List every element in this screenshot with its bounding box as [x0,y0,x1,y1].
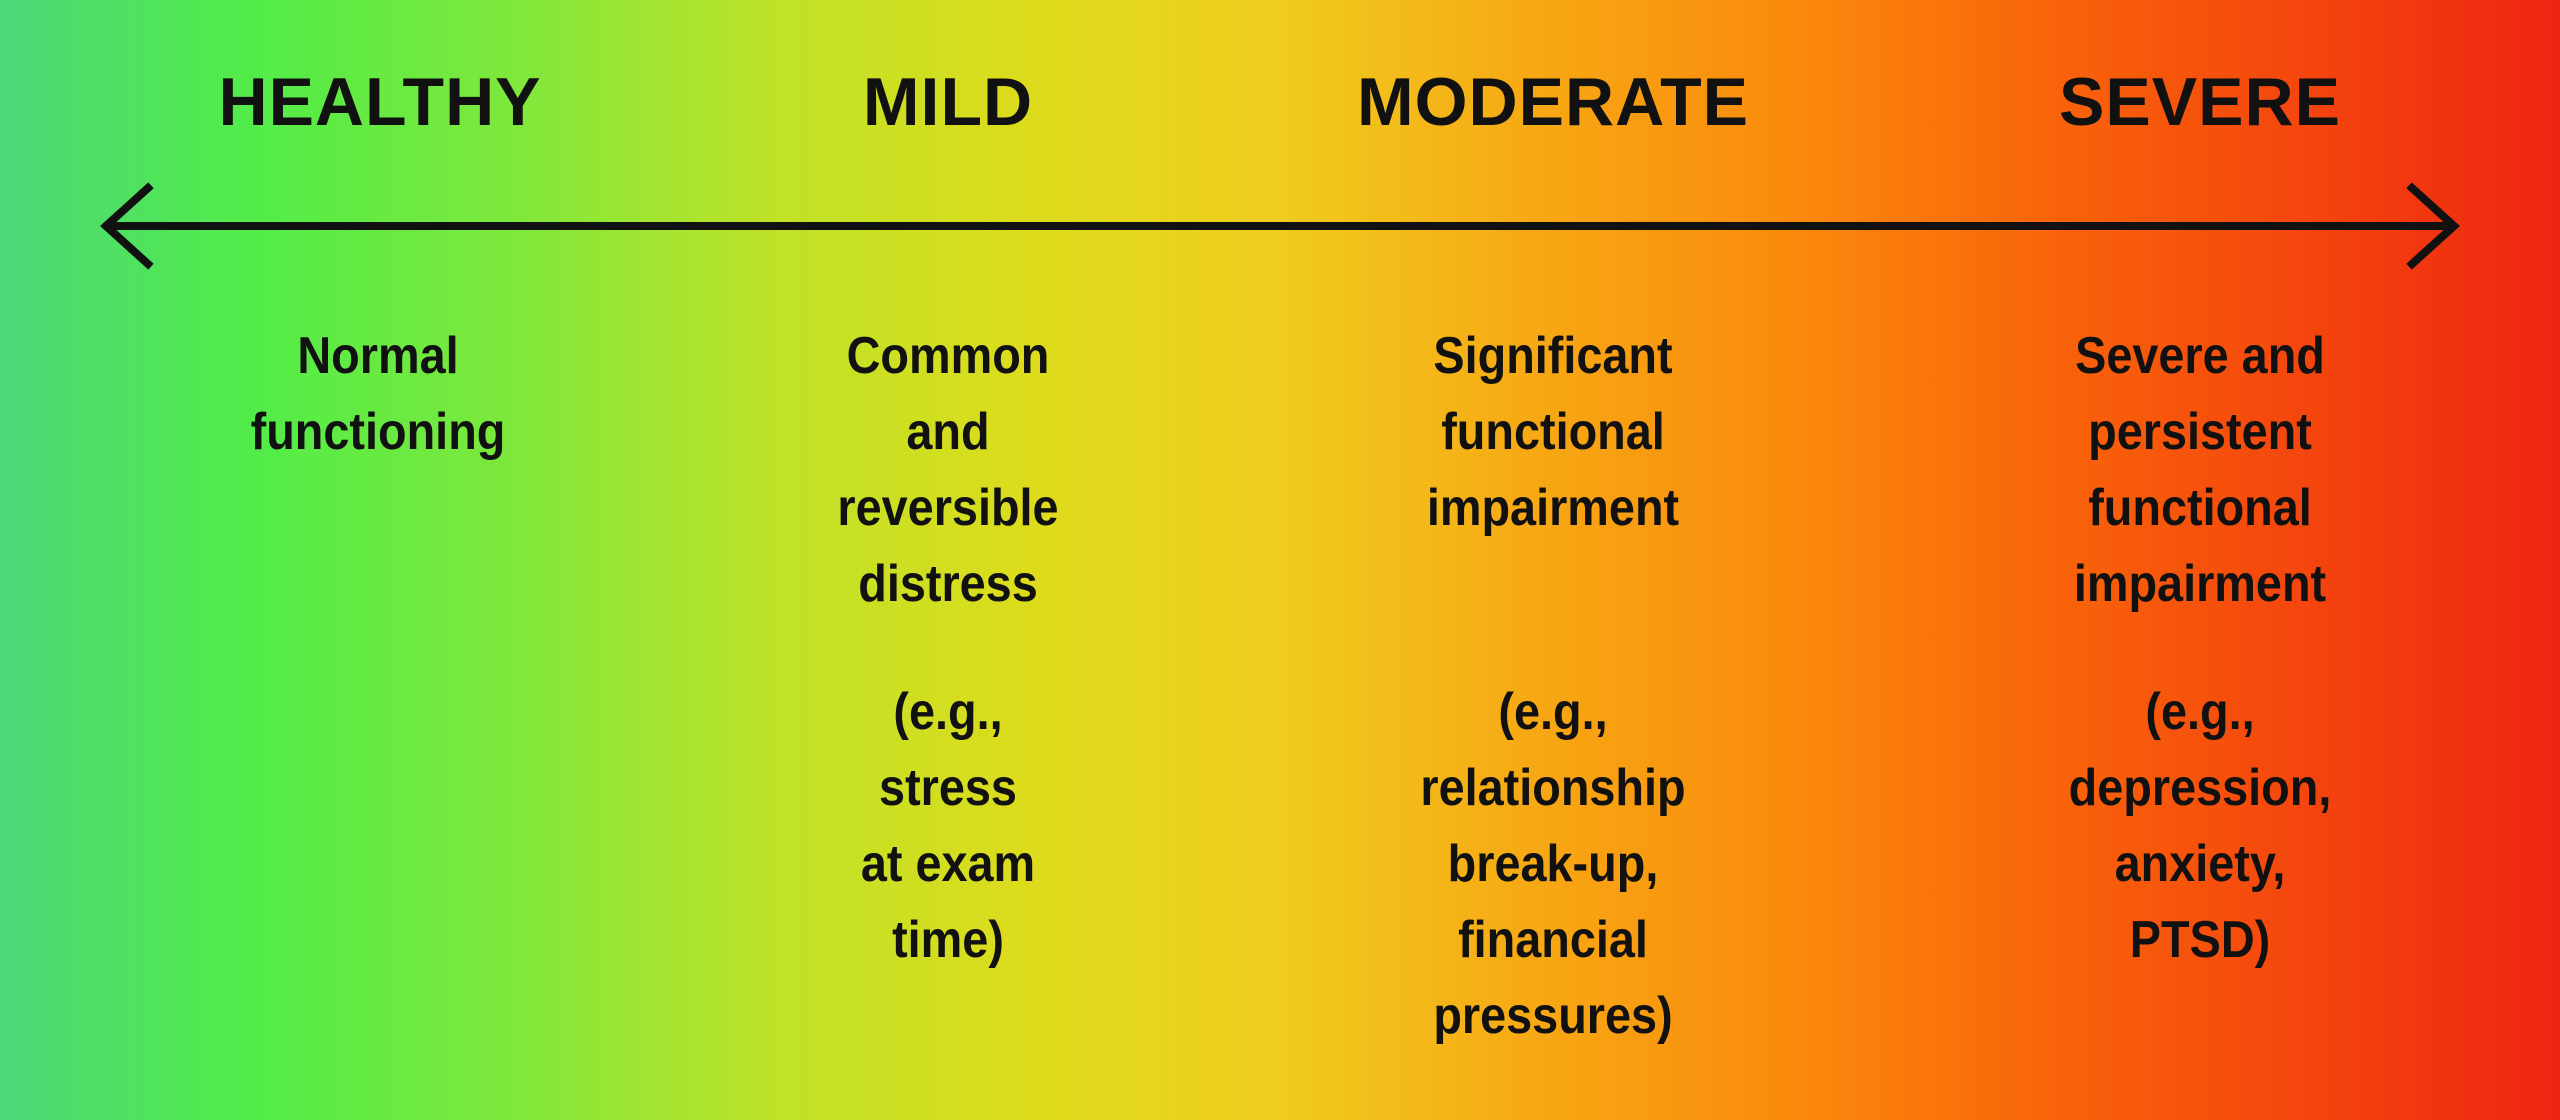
example-line: PTSD) [2129,911,2271,969]
example-line: (e.g., [1498,683,1608,741]
example-line: at exam [860,835,1036,893]
example-line: break-up, [1447,835,1659,893]
heading-moderate: MODERATE [1356,64,1750,140]
description-line: and [906,403,990,461]
example-line: time) [892,911,1004,969]
example-line: financial [1458,911,1648,969]
description-line: Severe and [2075,327,2325,385]
description-healthy: Normal functioning [180,318,576,470]
example-line: pressures) [1433,987,1673,1045]
description-mild: Common and reversible distress [750,318,1146,622]
description-severe: Severe and persistent functional impairm… [2002,318,2398,622]
example-line: (e.g., [2145,683,2255,741]
description-line: persistent [2088,403,2312,461]
example-line: anxiety, [2114,835,2286,893]
example-line: stress [879,759,1017,817]
example-severe: (e.g., depression, anxiety, PTSD) [2002,674,2398,978]
description-line: impairment [2073,555,2327,613]
description-line: reversible [837,479,1059,537]
example-moderate: (e.g., relationship break-up, financial … [1355,674,1751,1054]
description-line: distress [858,555,1038,613]
description-line: functional [1441,403,1665,461]
example-line: (e.g., [893,683,1003,741]
description-moderate: Significant functional impairment [1355,318,1751,546]
heading-severe: SEVERE [2059,64,2341,140]
description-line: Normal [297,327,459,385]
description-line: impairment [1426,479,1680,537]
description-line: functional [2088,479,2312,537]
description-line: Common [846,327,1050,385]
example-line: depression, [2068,759,2332,817]
example-line: relationship [1420,759,1686,817]
description-line: Significant [1433,327,1673,385]
heading-healthy: HEALTHY [218,64,542,140]
heading-mild: MILD [862,64,1034,140]
description-line: functioning [250,403,506,461]
example-mild: (e.g., stress at exam time) [750,674,1146,978]
